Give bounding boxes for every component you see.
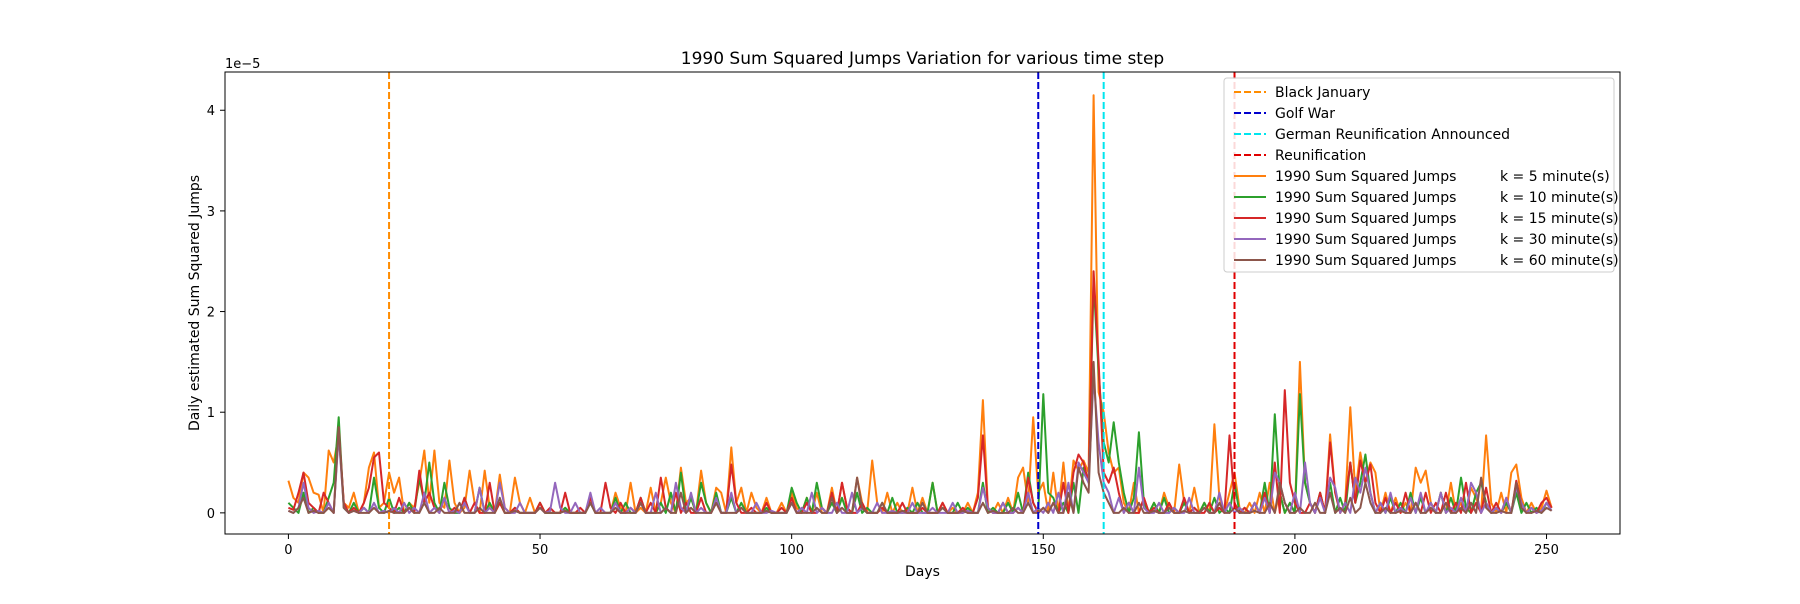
legend: Black January Golf War German Reunificatio… xyxy=(1223,77,1619,273)
plot-area-frame xyxy=(224,71,1621,535)
y-tick-label: 4 xyxy=(207,104,215,119)
y-tick-label: 3 xyxy=(207,205,215,220)
legend-label-event-1: Black January xyxy=(1275,85,1370,101)
series-line-4 xyxy=(288,376,1553,514)
y-tick-label: 1 xyxy=(207,406,215,421)
y-axis-label: Daily estimated Sum Squared Jumps xyxy=(187,175,203,431)
x-tick-label: 100 xyxy=(779,543,804,558)
x-axis-label: Days xyxy=(905,564,940,580)
x-tick-label: 150 xyxy=(1031,543,1056,558)
y-axis-offset-text: 1e−5 xyxy=(225,57,260,72)
x-tick-label: 200 xyxy=(1282,543,1307,558)
axis-ticks: 0 50 100 150 200 250 0 1 2 3 4 xyxy=(207,104,1559,558)
legend-label-event-2: Golf War xyxy=(1275,106,1335,122)
x-tick-label: 50 xyxy=(532,543,549,558)
legend-k-label-series-5: k = 60 minute(s) xyxy=(1500,253,1619,269)
legend-label-series-3: 1990 Sum Squared Jumps xyxy=(1275,211,1456,227)
chart-title: 1990 Sum Squared Jumps Variation for var… xyxy=(681,49,1164,69)
legend-items: Black January Golf War German Reunificatio… xyxy=(1234,85,1619,269)
legend-box xyxy=(1223,77,1615,273)
legend-k-label-series-4: k = 30 minute(s) xyxy=(1500,232,1619,248)
legend-k-label-series-1: k = 5 minute(s) xyxy=(1500,169,1610,185)
x-tick-label: 250 xyxy=(1534,543,1559,558)
series-lines xyxy=(287,94,1553,514)
legend-label-event-4: Reunification xyxy=(1275,148,1366,164)
series-line-5 xyxy=(288,360,1553,514)
legend-label-event-3: German Reunification Announced xyxy=(1275,127,1510,143)
y-tick-label: 0 xyxy=(207,507,215,522)
legend-k-label-series-3: k = 15 minute(s) xyxy=(1500,211,1619,227)
x-tick-label: 0 xyxy=(284,543,292,558)
legend-label-series-4: 1990 Sum Squared Jumps xyxy=(1275,232,1456,248)
legend-label-series-5: 1990 Sum Squared Jumps xyxy=(1275,253,1456,269)
legend-k-label-series-2: k = 10 minute(s) xyxy=(1500,190,1619,206)
legend-label-series-1: 1990 Sum Squared Jumps xyxy=(1275,169,1456,185)
y-tick-label: 2 xyxy=(207,306,215,321)
legend-label-series-2: 1990 Sum Squared Jumps xyxy=(1275,190,1456,206)
